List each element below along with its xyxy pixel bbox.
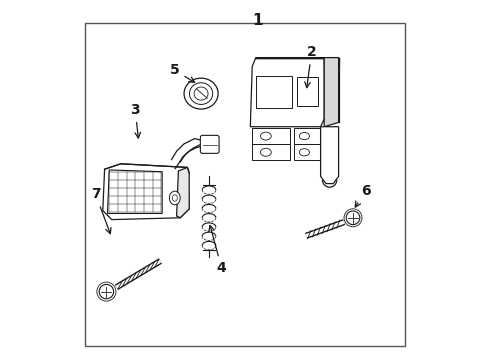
Text: 3: 3 bbox=[130, 103, 141, 138]
Ellipse shape bbox=[299, 132, 310, 140]
Text: 6: 6 bbox=[355, 184, 370, 207]
Ellipse shape bbox=[194, 87, 208, 100]
Ellipse shape bbox=[190, 83, 213, 104]
Bar bbox=[85, 23, 405, 346]
Ellipse shape bbox=[299, 149, 310, 156]
Bar bbox=[297, 77, 318, 106]
Text: 7: 7 bbox=[91, 188, 111, 234]
Polygon shape bbox=[107, 170, 162, 213]
Polygon shape bbox=[256, 58, 339, 65]
Ellipse shape bbox=[346, 211, 360, 225]
Polygon shape bbox=[252, 128, 290, 144]
Ellipse shape bbox=[172, 195, 177, 201]
Text: 2: 2 bbox=[305, 45, 317, 88]
Ellipse shape bbox=[170, 191, 180, 205]
FancyBboxPatch shape bbox=[200, 135, 219, 153]
Polygon shape bbox=[250, 58, 324, 127]
Polygon shape bbox=[103, 164, 189, 220]
Text: 1: 1 bbox=[252, 13, 263, 28]
Polygon shape bbox=[324, 58, 339, 127]
Text: 5: 5 bbox=[170, 63, 195, 82]
Polygon shape bbox=[294, 128, 322, 144]
Ellipse shape bbox=[99, 284, 114, 299]
Ellipse shape bbox=[261, 148, 271, 156]
Ellipse shape bbox=[184, 78, 218, 109]
Polygon shape bbox=[176, 167, 189, 218]
Ellipse shape bbox=[261, 132, 271, 140]
Bar bbox=[256, 76, 292, 108]
Text: 4: 4 bbox=[209, 225, 226, 275]
Polygon shape bbox=[294, 144, 322, 160]
Polygon shape bbox=[252, 144, 290, 160]
Polygon shape bbox=[320, 127, 339, 184]
